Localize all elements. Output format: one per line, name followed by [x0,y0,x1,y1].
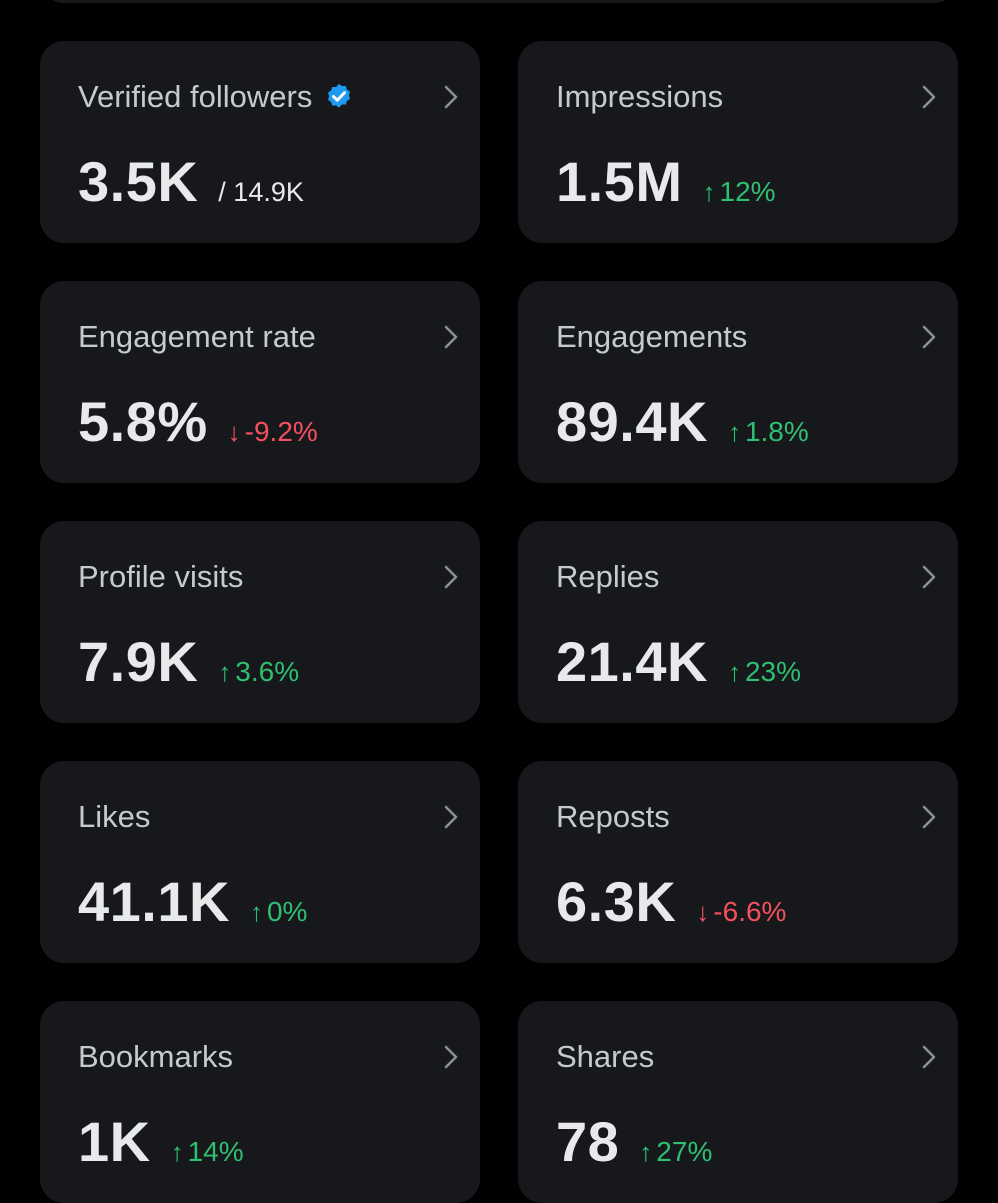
metric-title: Verified followers [78,79,354,115]
metric-value-row: 6.3K ↓ -6.6% [556,869,786,934]
metric-change-value: 27% [656,1136,713,1167]
arrow-down-icon: ↓ [227,417,241,447]
metric-card-bookmarks[interactable]: Bookmarks 1K ↑ 14% [40,1001,480,1203]
metric-value: 21.4K [556,630,708,693]
arrow-up-icon: ↑ [702,177,716,207]
metric-value-row: 1.5M ↑ 12% [556,149,776,214]
metric-title: Engagement rate [78,319,316,354]
arrow-up-icon: ↑ [249,897,263,927]
metric-change: ↑ 0% [250,896,307,928]
metric-title: Replies [556,559,660,594]
arrow-down-icon: ↓ [696,897,710,927]
metric-change: ↑ 3.6% [218,656,299,688]
chevron-right-icon [444,1045,458,1069]
metric-value-row: 1K ↑ 14% [78,1109,244,1174]
metric-card-reposts[interactable]: Reposts 6.3K ↓ -6.6% [518,761,958,963]
metric-change-value: 3.6% [235,656,300,687]
metric-card-engagements[interactable]: Engagements 89.4K ↑ 1.8% [518,281,958,483]
metric-change: ↓ -6.6% [696,896,786,928]
metric-title: Profile visits [78,559,244,594]
previous-card-edge [40,0,958,3]
metrics-grid: Verified followers 3.5K / 14.9K Impressi… [40,41,958,1203]
chevron-right-icon [444,325,458,349]
metric-change: ↑ 12% [703,176,776,208]
metric-change-value: 14% [187,1136,244,1167]
metric-change: ↓ -9.2% [228,416,318,448]
metric-value: 78 [556,1110,620,1173]
metric-card-likes[interactable]: Likes 41.1K ↑ 0% [40,761,480,963]
metric-value-row: 89.4K ↑ 1.8% [556,389,809,454]
metric-card-replies[interactable]: Replies 21.4K ↑ 23% [518,521,958,723]
arrow-up-icon: ↑ [218,657,232,687]
metric-change: ↑ 1.8% [728,416,809,448]
metric-change-value: 23% [744,656,801,687]
chevron-right-icon [444,565,458,589]
metric-card-verified-followers[interactable]: Verified followers 3.5K / 14.9K [40,41,480,243]
metric-value: 1K [78,1110,151,1173]
chevron-right-icon [444,805,458,829]
arrow-up-icon: ↑ [727,657,741,687]
metric-change-value: 1.8% [744,416,809,447]
metric-change-value: 12% [719,176,776,207]
metric-title: Impressions [556,79,724,114]
metric-value-row: 5.8% ↓ -9.2% [78,389,318,454]
metric-total: / 14.9K [218,177,304,207]
metric-title: Likes [78,799,151,834]
arrow-up-icon: ↑ [727,417,741,447]
metric-value: 7.9K [78,630,199,693]
metric-title: Bookmarks [78,1039,234,1074]
metric-value-row: 7.9K ↑ 3.6% [78,629,299,694]
metric-title-text: Verified followers [78,79,313,114]
metric-change-value: -9.2% [244,416,318,447]
metric-value: 1.5M [556,150,683,213]
chevron-right-icon [922,325,936,349]
arrow-up-icon: ↑ [639,1137,653,1167]
metric-title: Reposts [556,799,670,834]
metric-change: ↑ 14% [171,1136,244,1168]
metric-card-shares[interactable]: Shares 78 ↑ 27% [518,1001,958,1203]
metric-change: ↑ 27% [639,1136,712,1168]
metric-value: 89.4K [556,390,708,453]
metric-value-row: 41.1K ↑ 0% [78,869,307,934]
metric-value: 41.1K [78,870,230,933]
metric-value: 3.5K [78,150,199,213]
chevron-right-icon [922,805,936,829]
metric-card-impressions[interactable]: Impressions 1.5M ↑ 12% [518,41,958,243]
chevron-right-icon [922,1045,936,1069]
metric-card-profile-visits[interactable]: Profile visits 7.9K ↑ 3.6% [40,521,480,723]
metric-value: 5.8% [78,390,208,453]
verified-badge-icon [328,83,351,108]
chevron-right-icon [922,85,936,109]
metric-change: ↑ 23% [728,656,801,688]
metric-value-row: 21.4K ↑ 23% [556,629,801,694]
metric-title: Engagements [556,319,748,354]
metric-title: Shares [556,1039,655,1074]
metric-value: 6.3K [556,870,677,933]
metric-value-row: 78 ↑ 27% [556,1109,712,1174]
chevron-right-icon [922,565,936,589]
metric-value-row: 3.5K / 14.9K [78,149,304,214]
chevron-right-icon [444,85,458,109]
arrow-up-icon: ↑ [170,1137,184,1167]
metric-change-value: 0% [266,896,308,927]
metric-change-value: -6.6% [713,896,787,927]
metric-card-engagement-rate[interactable]: Engagement rate 5.8% ↓ -9.2% [40,281,480,483]
